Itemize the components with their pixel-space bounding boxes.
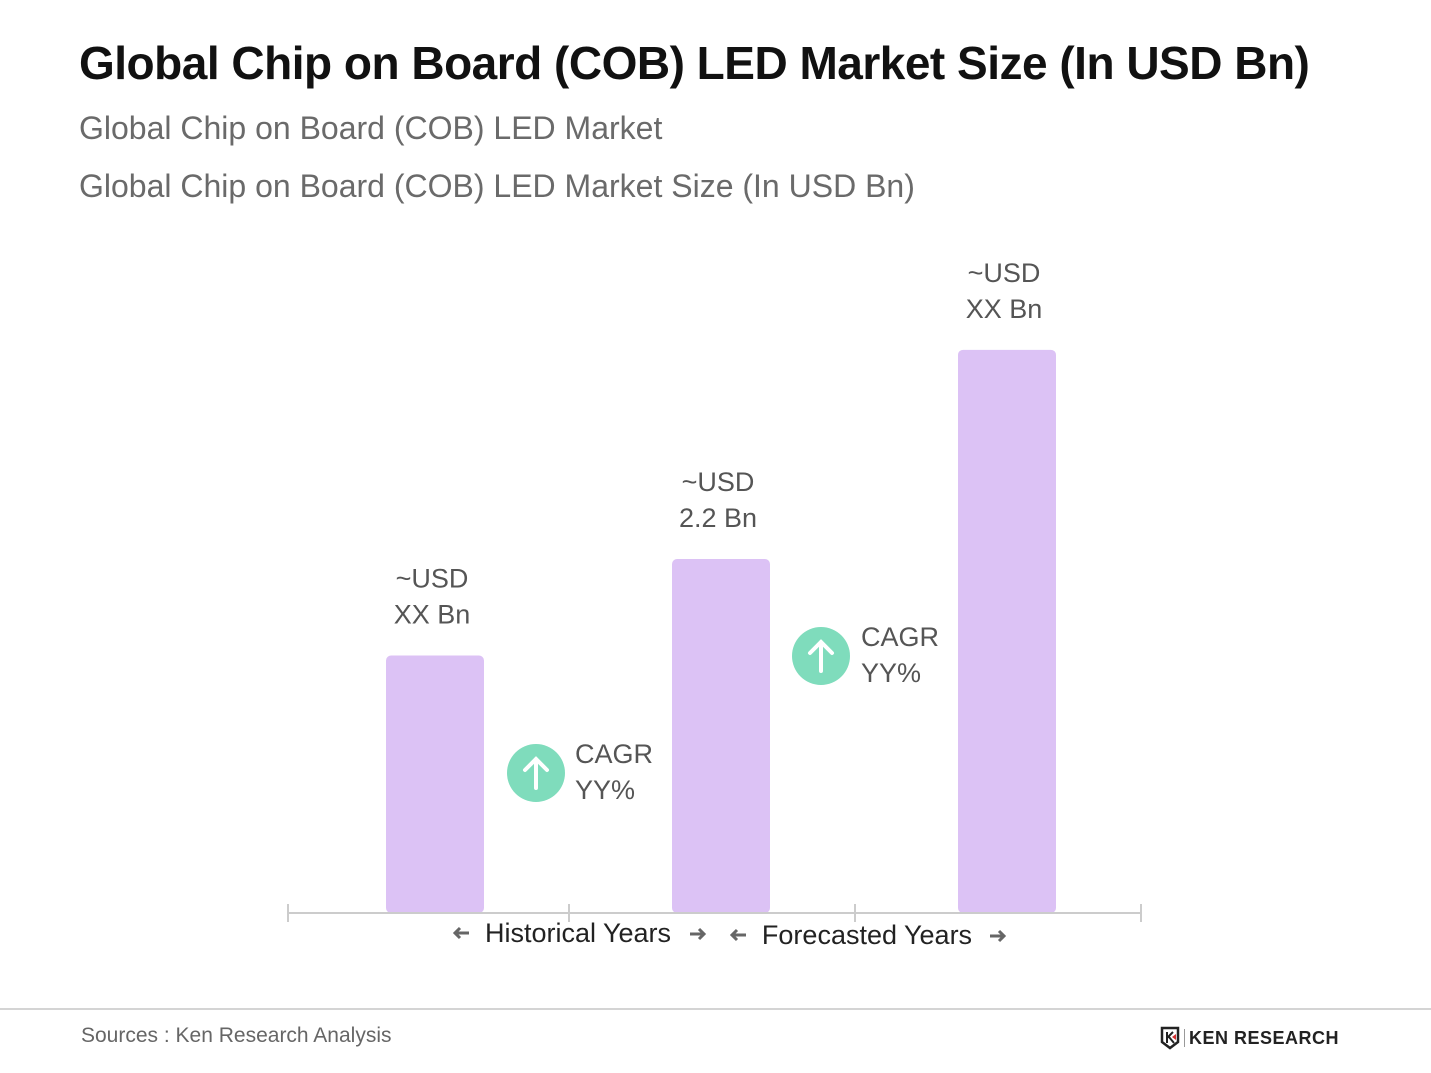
period-label: Forecasted Years xyxy=(762,920,972,950)
logo-text: KEN RESEARCH xyxy=(1189,1027,1340,1048)
data-label: 2.2 Bn xyxy=(679,503,757,533)
bar xyxy=(672,559,770,913)
chart-title: Global Chip on Board (COB) LED Market Si… xyxy=(79,37,1310,89)
cagr-label: CAGR xyxy=(575,739,653,769)
data-label: XX Bn xyxy=(966,294,1043,324)
bar-chart: ~USD XX Bn ~USD 2.2 Bn ~USD XX Bn CAGR YY% CAGR Y… xyxy=(287,258,1142,950)
source-note: Sources : Ken Research Analysis xyxy=(81,1024,392,1047)
arrow-left-icon xyxy=(452,926,469,940)
data-label: ~USD xyxy=(396,564,469,594)
data-label: XX Bn xyxy=(394,600,471,630)
bar xyxy=(958,349,1056,913)
ken-research-logo: KEN RESEARCH xyxy=(1160,1026,1339,1050)
data-label: ~USD xyxy=(682,467,755,497)
cagr-label: YY% xyxy=(575,775,635,805)
chart-subtitle-2: Global Chip on Board (COB) LED Market Si… xyxy=(79,168,915,204)
ken-logo-icon xyxy=(1160,1026,1180,1050)
data-label: ~USD xyxy=(968,258,1041,288)
footer-divider xyxy=(0,1008,1431,1010)
chart-subtitle: Global Chip on Board (COB) LED Market xyxy=(79,110,663,146)
arrow-left-icon xyxy=(729,928,746,942)
arrow-right-icon xyxy=(990,929,1007,943)
cagr-label: CAGR xyxy=(861,622,939,652)
arrow-up-icon xyxy=(808,639,834,673)
cagr-label: YY% xyxy=(861,658,921,688)
bar xyxy=(386,655,484,913)
arrow-up-icon xyxy=(523,756,549,790)
arrow-right-icon xyxy=(690,927,707,941)
period-label: Historical Years xyxy=(485,918,671,948)
